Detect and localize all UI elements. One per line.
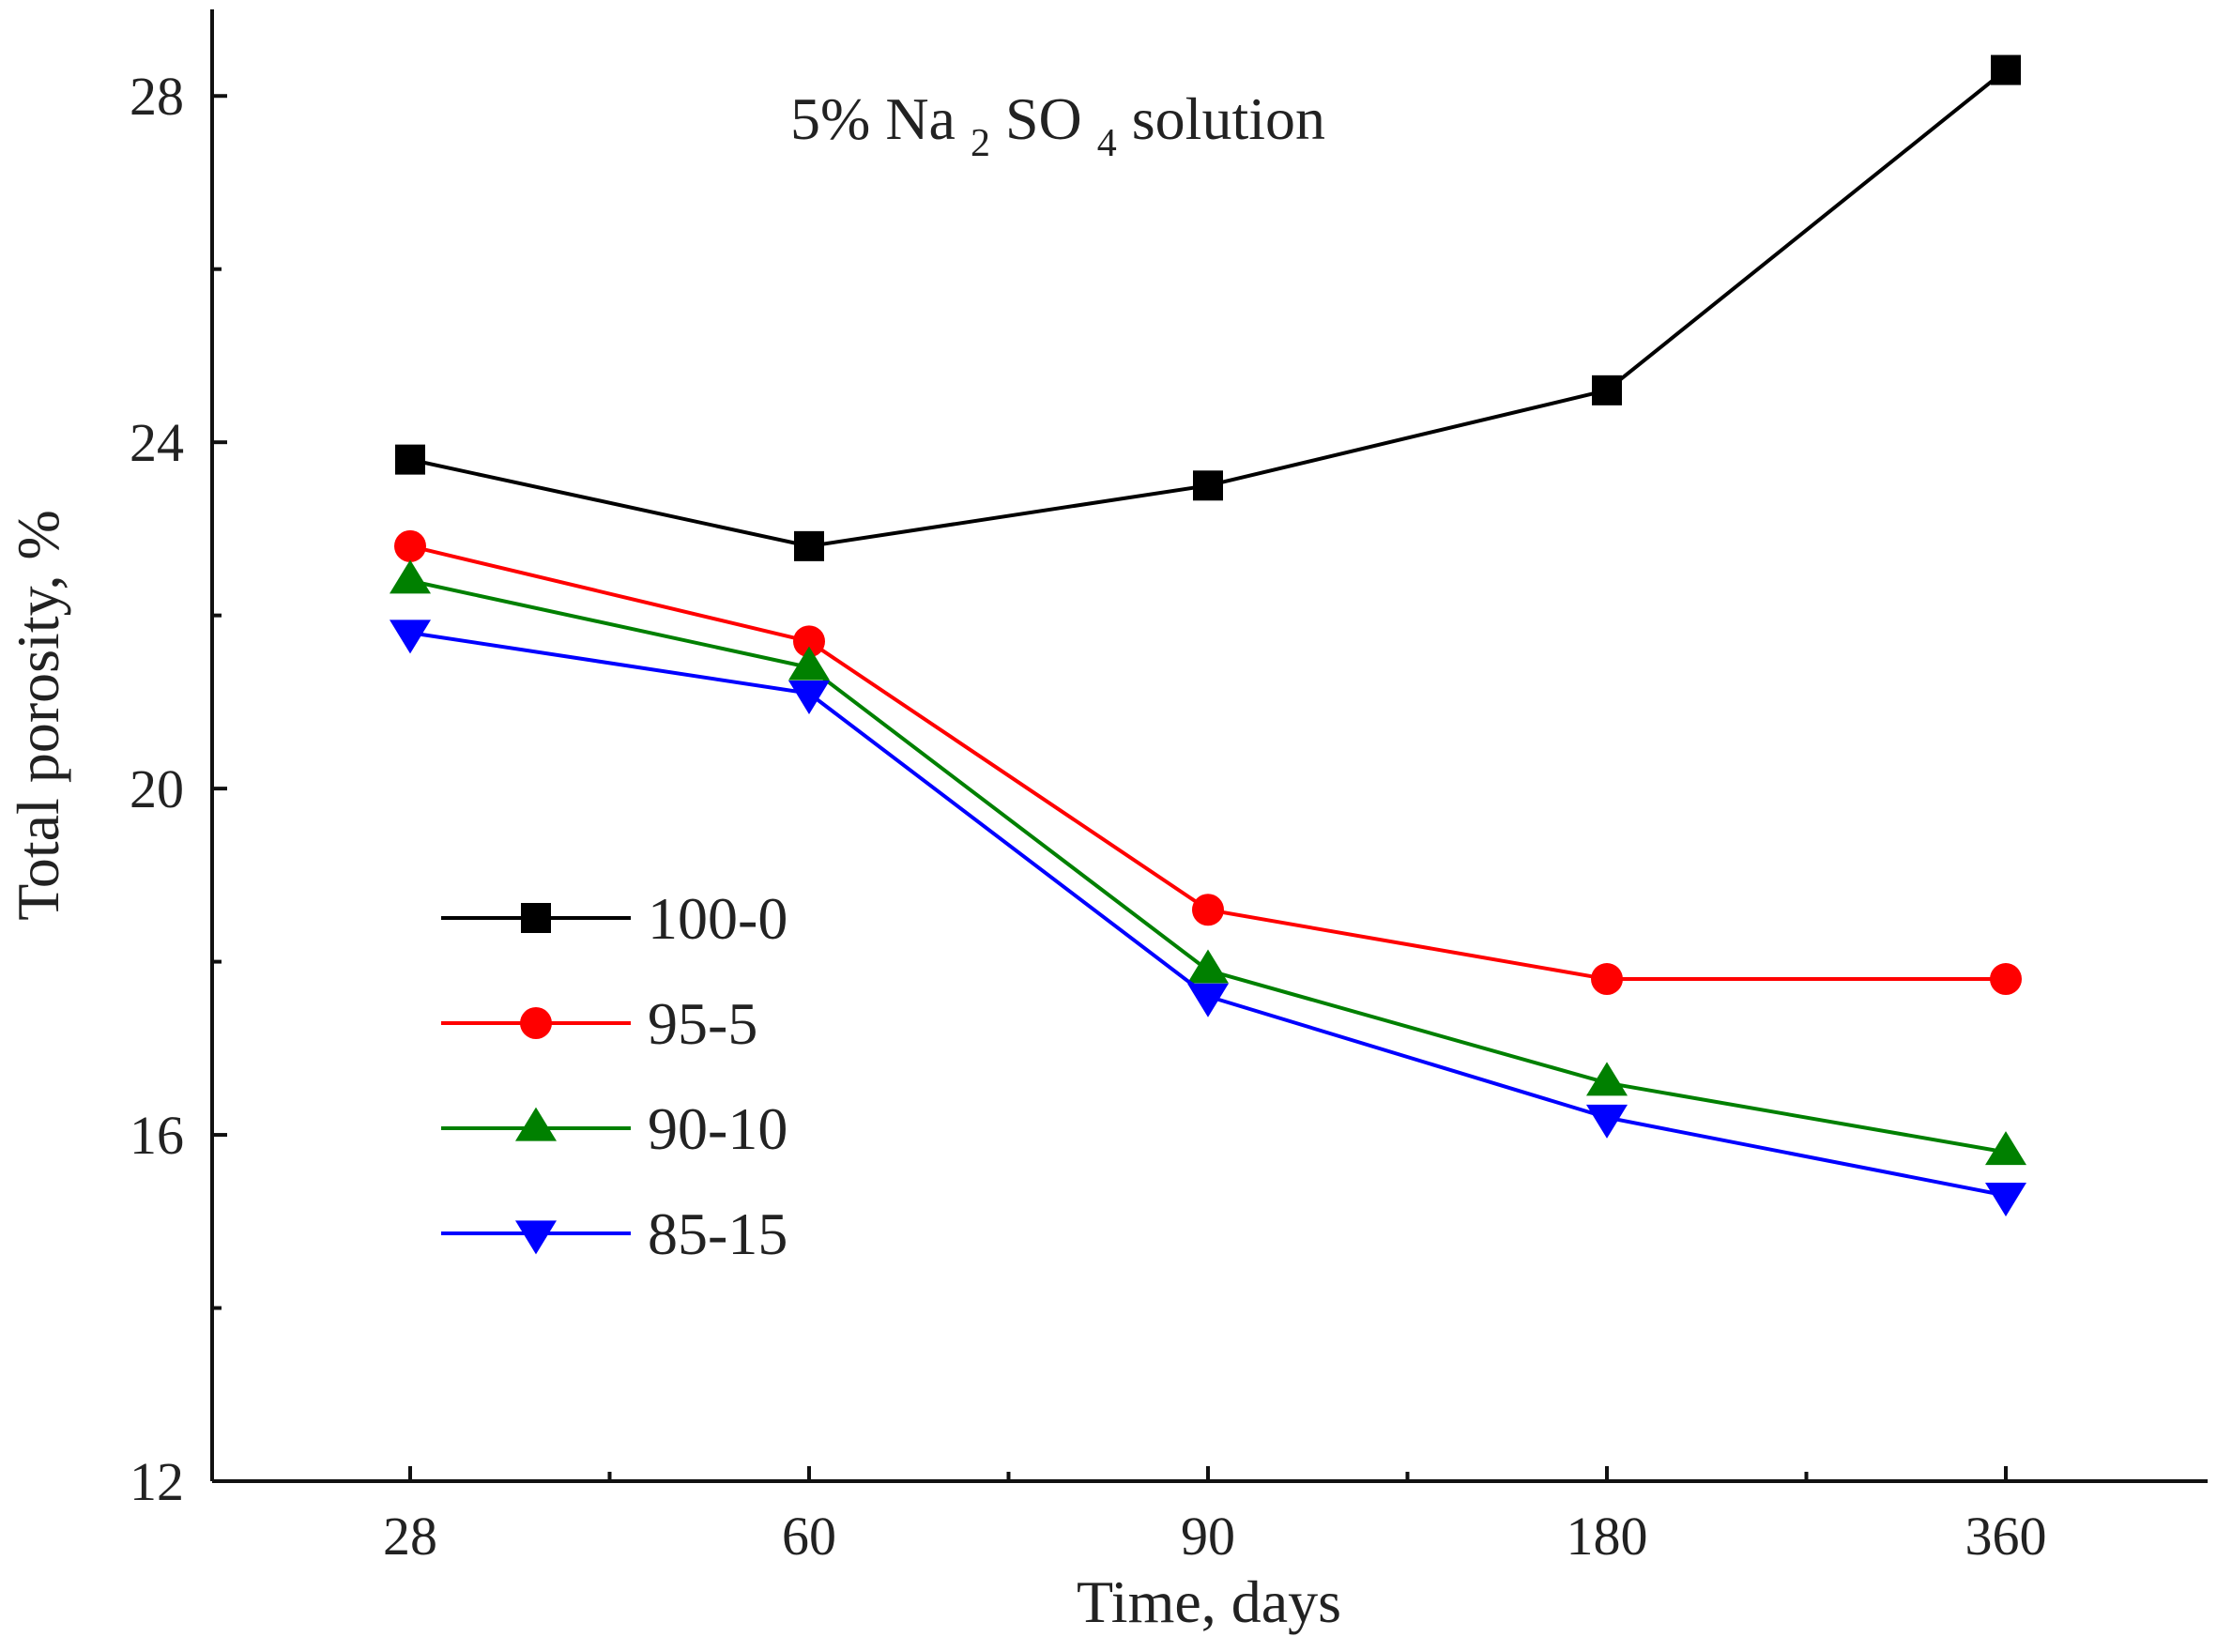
series-layer	[390, 54, 2026, 1216]
data-point-90-10-180	[1586, 1062, 1628, 1096]
data-point-95-5-180	[1591, 963, 1623, 996]
legend-label-95-5: 95-5	[648, 990, 757, 1057]
legend-marker-95-5	[520, 1007, 552, 1039]
data-point-100-0-90	[1193, 470, 1223, 501]
chart-title: 5% Na 2 SO 4 solution	[790, 85, 1325, 169]
y-tick-label: 28	[130, 66, 184, 127]
data-point-85-15-60	[788, 680, 830, 714]
y-tick-label: 12	[130, 1451, 184, 1512]
title-sub-1: 2	[971, 122, 990, 165]
legend-marker-100-0	[521, 903, 551, 933]
data-point-95-5-60	[793, 625, 825, 658]
data-point-90-10-90	[1187, 949, 1229, 984]
series-line-90-10	[409, 578, 2007, 1155]
data-point-100-0-28	[395, 444, 425, 475]
title-suffix: solution	[1132, 85, 1325, 152]
data-point-95-5-28	[394, 529, 426, 562]
x-tick-label: 180	[1567, 1506, 1648, 1567]
legend-label-85-15: 85-15	[648, 1201, 787, 1267]
y-tick-label: 24	[130, 412, 184, 473]
data-point-100-0-180	[1592, 375, 1622, 405]
x-tick-label: 28	[383, 1506, 437, 1567]
data-point-85-15-360	[1985, 1182, 2026, 1216]
title-middle: SO	[1005, 85, 1082, 152]
y-tick-label: 20	[130, 758, 184, 819]
axes-layer	[210, 9, 2208, 1483]
legend-label-90-10: 90-10	[648, 1095, 787, 1162]
data-point-100-0-360	[1991, 54, 2021, 85]
x-axis-label: Time, days	[1077, 1568, 1341, 1635]
data-point-90-10-360	[1985, 1131, 2026, 1166]
data-point-95-5-90	[1192, 894, 1224, 926]
legend-marker-85-15	[515, 1220, 557, 1255]
y-tick-label: 16	[130, 1105, 184, 1166]
x-tick-label: 360	[1965, 1506, 2047, 1567]
title-sub-2: 4	[1097, 122, 1117, 165]
data-point-90-10-60	[788, 646, 830, 681]
x-tick-label: 60	[782, 1506, 836, 1567]
data-point-85-15-90	[1187, 983, 1229, 1017]
data-point-85-15-28	[390, 620, 431, 654]
x-tick-label: 90	[1181, 1506, 1235, 1567]
legend: 100-0 95-5 90-10 85-15	[441, 885, 787, 1267]
legend-label-100-0: 100-0	[648, 885, 787, 952]
data-point-95-5-360	[1990, 963, 2022, 996]
data-point-90-10-28	[390, 559, 431, 594]
y-axis-label: Total porosity, %	[5, 510, 71, 921]
title-prefix: 5% Na	[790, 85, 956, 152]
data-point-85-15-180	[1586, 1104, 1628, 1139]
legend-marker-90-10	[515, 1107, 557, 1141]
data-point-100-0-60	[794, 530, 824, 561]
